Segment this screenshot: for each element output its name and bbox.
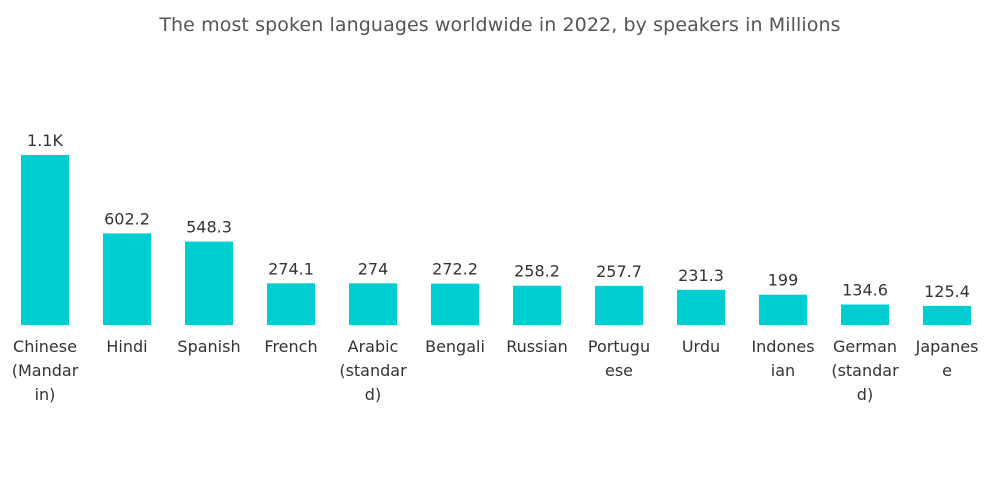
bar-bengali — [431, 283, 479, 325]
bar-spanish — [185, 241, 233, 325]
data-label-spanish: 548.3 — [186, 218, 232, 237]
data-label-french: 274.1 — [268, 259, 314, 278]
bar-arabic-standard — [349, 283, 397, 325]
x-tick-label-bengali: Bengali — [425, 337, 485, 356]
data-label-russian: 258.2 — [514, 262, 560, 281]
bar-japanese — [923, 305, 971, 325]
x-tick-label-spanish: Spanish — [177, 337, 240, 356]
bar-chinese-mandarin — [21, 155, 69, 325]
data-label-japanese: 125.4 — [924, 282, 970, 301]
data-label-urdu: 231.3 — [678, 266, 724, 285]
x-tick-label-german-standard: German (standar d) — [831, 337, 899, 404]
bar-russian — [513, 285, 561, 325]
data-label-arabic-standard: 274 — [358, 259, 389, 278]
x-tick-label-french: French — [264, 337, 317, 356]
x-tick-label-japanese: Japanes e — [915, 337, 979, 380]
x-tick-label-urdu: Urdu — [682, 337, 720, 356]
bar-indonesian — [759, 294, 807, 325]
bar-german-standard — [841, 304, 889, 325]
data-label-indonesian: 199 — [768, 271, 799, 290]
bar-portuguese — [595, 285, 643, 325]
data-label-bengali: 272.2 — [432, 260, 478, 279]
x-tick-label-chinese-mandarin: Chinese (Mandar in) — [12, 337, 79, 404]
x-tick-label-hindi: Hindi — [106, 337, 147, 356]
bar-french — [267, 283, 315, 325]
x-tick-label-arabic-standard: Arabic (standar d) — [339, 337, 407, 404]
data-label-german-standard: 134.6 — [842, 281, 888, 300]
data-label-hindi: 602.2 — [104, 209, 150, 228]
x-tick-label-portuguese: Portugu ese — [588, 337, 650, 380]
x-tick-label-indonesian: Indones ian — [751, 337, 814, 380]
data-label-portuguese: 257.7 — [596, 262, 642, 281]
chart-title: The most spoken languages worldwide in 2… — [159, 14, 841, 36]
bar-urdu — [677, 289, 725, 325]
data-label-chinese-mandarin: 1.1K — [27, 131, 63, 150]
x-tick-label-russian: Russian — [506, 337, 568, 356]
bar-hindi — [103, 233, 151, 325]
